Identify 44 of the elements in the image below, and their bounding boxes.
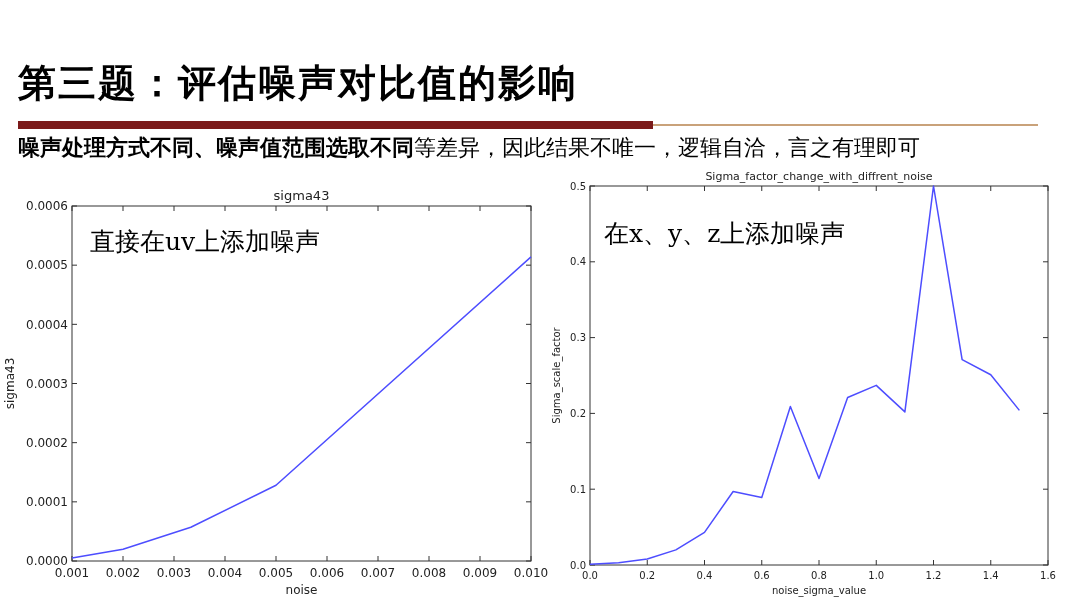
chart-title: sigma43	[273, 188, 330, 203]
x-tick-label: 0.8	[811, 570, 827, 581]
annotation: 直接在uv上添加噪声	[90, 227, 321, 256]
chart-title: Sigma_factor_change_with_diffrent_noise	[705, 170, 933, 183]
y-tick-label: 0.1	[570, 483, 586, 495]
y-tick-label: 0.3	[570, 332, 586, 344]
y-tick-label: 0.0001	[26, 495, 68, 510]
x-tick-label: 0.004	[207, 566, 243, 580]
x-tick-label: 0.0	[582, 570, 598, 581]
x-tick-label: 0.005	[258, 566, 294, 580]
annotation: 在x、y、z上添加噪声	[604, 219, 846, 248]
y-tick-label: 0.0003	[26, 376, 68, 391]
y-axis-title: Sigma_scale_factor	[551, 326, 563, 424]
text: 噪声处理方式不同、噪声值范围选取不同	[18, 135, 414, 160]
x-tick-label: 1.4	[982, 570, 999, 581]
x-tick-label: 0.6	[753, 570, 770, 581]
x-tick-label: 0.006	[309, 566, 345, 580]
line-series	[71, 256, 532, 559]
y-tick-label: 0.2	[570, 407, 586, 419]
y-tick-label: 0.5	[570, 180, 586, 192]
x-tick-label: 0.001	[54, 566, 90, 580]
x-tick-label: 0.003	[156, 566, 192, 580]
y-tick-label: 0.0004	[26, 317, 68, 332]
x-tick-label: 0.010	[513, 566, 549, 580]
x-axis-title: noise_sigma_value	[771, 585, 867, 597]
x-tick-label: 1.2	[925, 570, 942, 581]
x-tick-label: 1.0	[868, 570, 885, 581]
y-tick-label: 0.0006	[26, 199, 68, 214]
x-tick-label: 0.008	[411, 566, 447, 580]
y-tick-label: 0.0002	[26, 435, 68, 450]
x-tick-label: 0.002	[105, 566, 141, 580]
text: 等差异，因此结果不唯一，逻辑自洽，言之有理即可	[414, 135, 920, 160]
y-axis-title: sigma43	[3, 357, 17, 410]
text: 第三题：评估噪声对比值的影响	[18, 60, 578, 107]
x-tick-label: 0.4	[696, 570, 713, 581]
y-tick-label: 0.4	[570, 256, 586, 268]
x-tick-label: 0.009	[462, 566, 498, 580]
line-series	[589, 185, 1021, 565]
x-tick-label: 0.007	[360, 566, 396, 580]
y-tick-label: 0.0000	[26, 554, 68, 569]
x-tick-label: 0.2	[639, 570, 656, 581]
x-tick-label: 1.6	[1040, 570, 1056, 581]
y-tick-label: 0.0005	[26, 258, 68, 273]
x-axis-title: noise	[285, 583, 318, 597]
